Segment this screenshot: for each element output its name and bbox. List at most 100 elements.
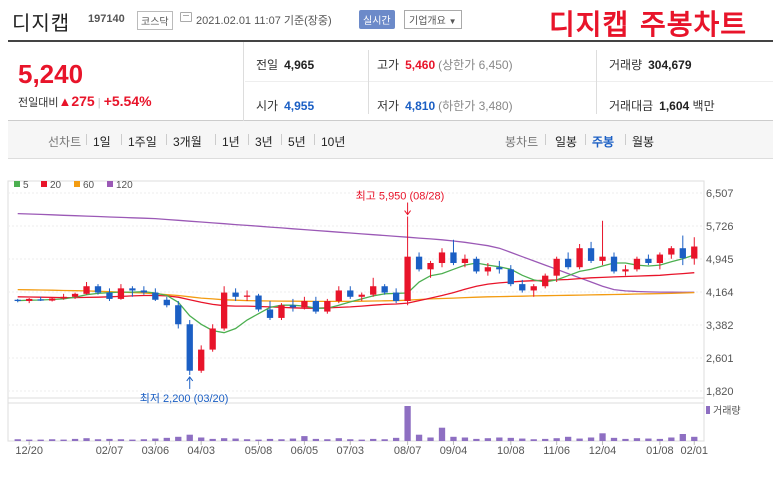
volume-bar [381, 439, 388, 441]
volume-bar [312, 438, 320, 441]
low-label: 저가 [377, 99, 400, 113]
volume-bar [301, 436, 308, 441]
tab-separator [545, 134, 546, 145]
volume-bar [48, 439, 56, 441]
candle-body [220, 292, 228, 329]
volume-bar [519, 438, 526, 441]
x-tick-label: 06/05 [291, 445, 319, 457]
candle-chart-label: 봉차트 [505, 135, 539, 149]
volume-bar [94, 439, 102, 441]
candle-body [129, 288, 136, 291]
high-label: 고가 [377, 58, 400, 72]
amount-unit: 백만 [692, 99, 715, 113]
candle-body [645, 258, 652, 263]
summary-divider [368, 50, 369, 114]
volume-bar [530, 439, 537, 441]
candle-body [14, 299, 21, 302]
company-overview-button[interactable]: 기업개요 ▼ [404, 10, 462, 29]
open-label: 시가 [256, 99, 279, 113]
high-annotation: 최고 5,950 (08/28) [356, 190, 445, 203]
tab-separator [248, 134, 249, 145]
volume-bar [645, 438, 652, 441]
prev-close-cell: 전일 4,965 [256, 56, 314, 73]
tab-1y[interactable]: 1년 [222, 135, 240, 149]
tab-separator [86, 134, 87, 145]
candle-body [301, 301, 308, 308]
tab-separator [281, 134, 282, 145]
chart-tabs: 선차트 1일 1주일 3개월 1년 3년 5년 10년 봉차트 일봉 주봉 월봉 [8, 121, 773, 159]
ma5-line [17, 254, 695, 334]
volume-legend-swatch [706, 406, 710, 414]
legend-swatch [107, 181, 113, 187]
y-tick-label: 3,382 [706, 320, 734, 332]
candle-body [691, 246, 698, 259]
tab-monthly[interactable]: 월봉 [632, 135, 655, 149]
candle-body [186, 324, 193, 371]
candle-body [312, 301, 320, 312]
tab-3m[interactable]: 3개월 [173, 135, 202, 149]
tab-daily[interactable]: 일봉 [555, 135, 578, 149]
volume-bar [496, 437, 503, 441]
candle-body [83, 286, 90, 294]
legend-swatch [74, 181, 80, 187]
volume-bar [117, 439, 125, 441]
candle-body [564, 258, 572, 268]
current-price-box: 5,240 전일대비▲275 | +5.54% [8, 42, 244, 121]
line-chart-label: 선차트 [48, 135, 82, 149]
candle-body [668, 248, 675, 255]
volume-bar [415, 434, 423, 441]
volume-bar [633, 438, 641, 441]
realtime-button[interactable]: 실시간 [359, 10, 395, 29]
volume-bar [198, 437, 205, 441]
handwritten-title: 디지캡 주봉차트 [549, 8, 748, 41]
candle-body [140, 290, 148, 293]
candle-body [656, 254, 664, 263]
tab-1d[interactable]: 1일 [93, 135, 111, 149]
open-cell: 시가 4,955 [256, 97, 314, 114]
current-price: 5,240 [18, 59, 84, 89]
x-tick-label: 04/03 [187, 445, 215, 457]
candle-body [94, 286, 102, 293]
lower-limit: (하한가 3,480) [438, 99, 513, 113]
tab-weekly[interactable]: 주봉 [592, 135, 615, 149]
candle-body [381, 286, 388, 293]
volume-bar [26, 439, 33, 441]
x-tick-label: 12/20 [15, 445, 43, 457]
volume-bar [324, 439, 331, 441]
tab-3y[interactable]: 3년 [255, 135, 273, 149]
x-tick-label: 02/07 [96, 445, 124, 457]
tab-5y[interactable]: 5년 [288, 135, 306, 149]
candle-body [610, 256, 618, 272]
volume-bar [691, 436, 698, 441]
candle-body [266, 309, 274, 318]
legend-label: 120 [116, 180, 133, 191]
volume-label: 거래량 [609, 58, 643, 72]
candle-body [450, 252, 457, 263]
tab-separator [625, 134, 626, 145]
tab-1w[interactable]: 1주일 [128, 135, 157, 149]
up-arrow-icon: ▲ [58, 94, 72, 109]
tab-10y[interactable]: 10년 [321, 135, 346, 149]
upper-limit: (상한가 6,450) [438, 58, 513, 72]
candle-body [106, 292, 113, 299]
candle-body [175, 305, 182, 325]
weekly-candle-chart: 6,507 5,726 4,945 4,164 3,382 2,601 1,820 5 20 60… [7, 180, 741, 457]
high-arrowhead [404, 210, 412, 216]
date-value: 2021.02.01 11:07 [196, 15, 281, 27]
volume-bar [484, 438, 492, 441]
prev-close-label: 전일 [256, 58, 279, 72]
x-tick-label: 03/06 [142, 445, 170, 457]
volume-bar [289, 438, 297, 441]
tab-separator [121, 134, 122, 145]
change-value: 275 [71, 93, 95, 109]
stock-code: 197140 [88, 13, 125, 25]
candle-body [71, 293, 79, 297]
date-text: 2021.02.01 11:07 기준(장중) [196, 12, 332, 28]
volume-bar [576, 438, 583, 441]
legend-label: 20 [50, 180, 62, 191]
y-tick-label: 4,945 [706, 254, 734, 266]
volume-bar [255, 439, 262, 441]
volume-bar [163, 437, 170, 441]
volume-bar [266, 438, 274, 441]
volume-bar [37, 439, 44, 441]
